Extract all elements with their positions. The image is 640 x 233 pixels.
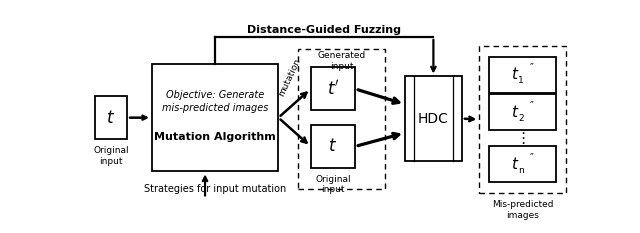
Text: Mis-predicted
images: Mis-predicted images [492,200,554,219]
Bar [310,67,355,110]
Bar [95,96,127,139]
Text: HDC: HDC [418,112,449,126]
Text: 2: 2 [518,114,524,123]
Text: mutation: mutation [276,57,302,98]
Text: Distance-Guided Fuzzing: Distance-Guided Fuzzing [247,25,401,35]
Bar [489,94,556,130]
Text: n: n [518,166,524,175]
Text: t: t [511,157,516,172]
Text: t: t [511,105,516,120]
Text: ″: ″ [530,152,534,162]
Text: Original
input: Original input [315,175,351,195]
Bar [489,146,556,182]
Text: $t'$: $t'$ [326,79,339,99]
Text: Objective: Generate
mis-predicted images: Objective: Generate mis-predicted images [162,90,268,113]
Text: t: t [511,67,516,82]
Text: $t$: $t$ [328,137,337,155]
Text: Strategies for input mutation: Strategies for input mutation [144,184,286,194]
Text: Original
input: Original input [93,146,129,166]
Text: Mutation Algorithm: Mutation Algorithm [154,132,276,142]
Text: ⋮: ⋮ [515,131,531,146]
Text: 1: 1 [518,76,524,85]
Bar [405,76,462,161]
Text: ″: ″ [530,62,534,72]
Bar [298,49,385,189]
Text: Generated
input: Generated input [317,51,366,71]
Bar [152,64,278,171]
Bar [310,125,355,168]
Text: $t$: $t$ [106,109,115,127]
Text: ″: ″ [530,100,534,110]
Bar [479,46,566,193]
Bar [489,57,556,93]
